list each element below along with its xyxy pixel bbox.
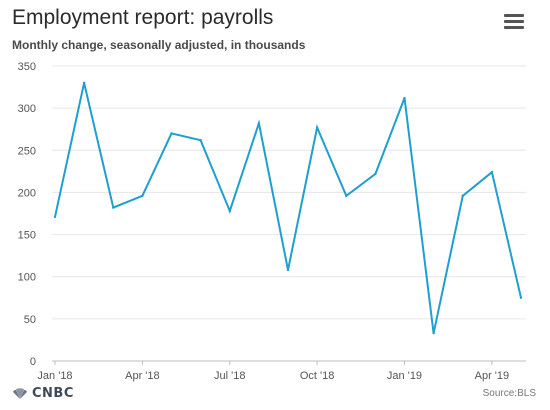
data-point — [345, 194, 348, 197]
x-tick-label: Jan '18 — [37, 370, 72, 382]
y-tick-label: 50 — [24, 314, 36, 326]
x-tick-label: Oct '18 — [300, 370, 335, 382]
y-tick-label: 0 — [30, 356, 36, 368]
y-tick-label: 200 — [18, 187, 36, 199]
x-tick-label: Jul '18 — [214, 370, 245, 382]
y-tick-label: 150 — [18, 230, 36, 242]
chart-subtitle: Monthly change, seasonally adjusted, in … — [12, 38, 306, 52]
y-tick-label: 250 — [18, 145, 36, 157]
data-point — [112, 206, 115, 209]
data-point — [82, 81, 86, 85]
logo-text: CNBC — [32, 386, 74, 401]
data-point — [170, 132, 173, 135]
data-point — [432, 331, 435, 335]
hamburger-menu-icon[interactable] — [504, 14, 524, 30]
x-tick-label: Jan '19 — [387, 370, 422, 382]
y-tick-label: 350 — [18, 61, 36, 73]
data-point — [141, 194, 144, 197]
y-tick-label: 300 — [18, 103, 36, 115]
cnbc-logo: CNBC — [12, 386, 74, 401]
data-point — [403, 96, 406, 100]
data-point — [461, 194, 464, 197]
data-point — [228, 209, 231, 213]
chart-title: Employment report: payrolls — [12, 6, 274, 29]
data-point — [519, 296, 523, 299]
peacock-logo-icon — [13, 387, 27, 399]
y-axis: 0 50 100 150 200 250 300 350 — [18, 61, 36, 368]
x-tick-label: Apr '19 — [475, 370, 510, 382]
series-line — [54, 82, 522, 334]
data-point — [286, 268, 290, 272]
x-tick-label: Apr '18 — [125, 370, 160, 382]
source-note: Source:BLS — [482, 388, 536, 399]
series-payrolls — [53, 81, 523, 335]
data-point — [315, 126, 319, 129]
data-point — [490, 171, 494, 174]
grid-lines — [52, 65, 526, 362]
data-point — [257, 122, 261, 125]
data-point — [374, 172, 377, 176]
x-axis: Jan '18 Apr '18 Jul '18 Oct '18 Jan '19 Apr '… — [37, 361, 509, 382]
y-tick-label: 100 — [18, 272, 36, 284]
data-point — [199, 138, 202, 142]
data-point — [53, 215, 57, 219]
